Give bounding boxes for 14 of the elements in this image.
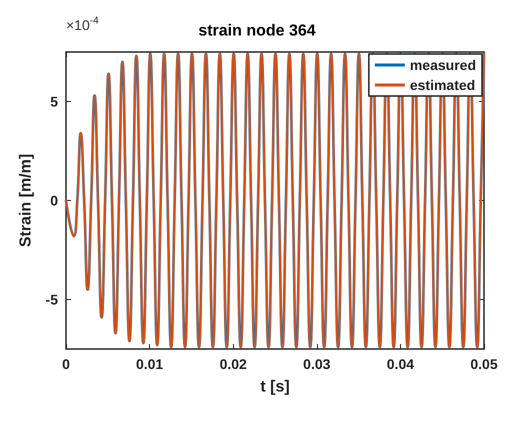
x-tick-label: 0.05 xyxy=(470,356,498,372)
x-tick-label: 0.01 xyxy=(136,356,164,372)
x-tick-label: 0.02 xyxy=(220,356,248,372)
x-tick-label: 0 xyxy=(62,356,70,372)
y-axis-title: Strain [m/m] xyxy=(18,154,34,248)
y-tick-label: -5 xyxy=(46,292,58,308)
legend-label: estimated xyxy=(410,77,476,93)
y-tick-label: 5 xyxy=(50,94,58,110)
y-tick-label: 0 xyxy=(50,192,58,208)
x-tick-label: 0.04 xyxy=(386,356,414,372)
x-axis-title: t [s] xyxy=(260,378,290,396)
chart-title: strain node 364 xyxy=(198,22,316,40)
x-tick-label: 0.03 xyxy=(303,356,331,372)
legend-label: measured xyxy=(410,57,476,73)
